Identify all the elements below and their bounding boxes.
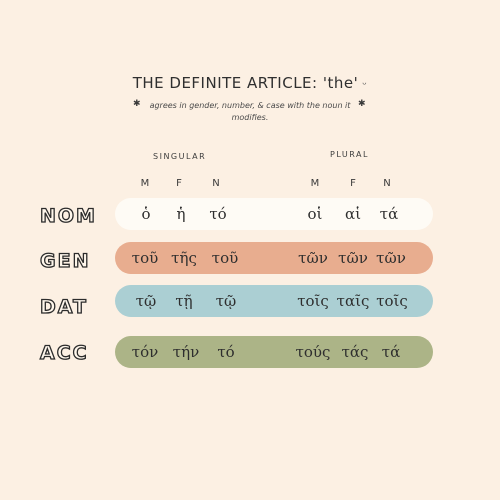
article-form-dat-fem-pl: ταῖς [336, 292, 370, 310]
article-form-acc-fem-pl: τάς [341, 343, 369, 361]
article-form-gen-fem-pl: τῶν [338, 249, 368, 267]
row-band-acc [115, 336, 433, 368]
article-form-acc-fem-sg: τήν [172, 343, 200, 361]
article-form-dat-neut-pl: τοῖς [376, 292, 408, 310]
case-label-nom: NOM [39, 204, 97, 227]
column-label-neuter-plural: N [383, 178, 391, 189]
article-form-nom-masc-sg: ὁ [141, 205, 151, 223]
article-form-gen-neut-pl: τῶν [376, 249, 406, 267]
row-band-fill [115, 285, 433, 317]
subtitle: agrees in gender, number, & case with th… [149, 101, 351, 122]
case-label-dat: DAT [39, 295, 88, 318]
title-text: THE DEFINITE ARTICLE: 'the' [132, 74, 359, 92]
case-label-acc: ACC [39, 341, 89, 364]
article-form-acc-neut-pl: τά [381, 343, 401, 361]
column-label-masculine-singular: M [140, 178, 150, 189]
star-icon: ✱ [358, 99, 366, 109]
article-form-nom-fem-sg: ἡ [176, 205, 186, 223]
column-label-masculine-plural: M [310, 178, 320, 189]
group-label-singular: SINGULAR [153, 152, 207, 161]
article-form-acc-masc-pl: τούς [295, 343, 331, 361]
row-band-fill [115, 336, 433, 368]
smile-doodle-icon: ᵕ [362, 78, 368, 91]
page-title: THE DEFINITE ARTICLE: 'the' ᵕ [0, 74, 500, 92]
article-form-dat-fem-sg: τῇ [175, 292, 193, 310]
article-form-gen-fem-sg: τῆς [171, 249, 197, 267]
article-form-acc-neut-sg: τό [217, 343, 235, 361]
column-label-feminine-singular: F [176, 178, 182, 189]
column-label-feminine-plural: F [350, 178, 356, 189]
article-form-dat-neut-sg: τῷ [215, 292, 237, 310]
article-form-acc-masc-sg: τόν [131, 343, 159, 361]
article-form-gen-masc-sg: τοῦ [131, 249, 159, 267]
case-label-gen: GEN [39, 249, 91, 272]
group-label-plural: PLURAL [330, 150, 369, 159]
article-form-dat-masc-sg: τῷ [135, 292, 157, 310]
article-form-nom-neut-pl: τά [379, 205, 399, 223]
column-label-neuter-singular: N [212, 178, 220, 189]
article-form-dat-masc-pl: τοῖς [297, 292, 329, 310]
row-band-fill [115, 242, 433, 274]
article-form-nom-neut-sg: τό [209, 205, 227, 223]
article-form-nom-masc-pl: οἱ [307, 205, 323, 223]
article-form-nom-fem-pl: αἱ [344, 205, 361, 223]
row-band-dat [115, 285, 433, 317]
row-band-fill [115, 198, 433, 230]
star-icon: ✱ [133, 99, 141, 109]
row-band-gen [115, 242, 433, 274]
article-form-gen-neut-sg: τοῦ [211, 249, 239, 267]
article-form-gen-masc-pl: τῶν [298, 249, 328, 267]
row-band-nom [115, 198, 433, 230]
